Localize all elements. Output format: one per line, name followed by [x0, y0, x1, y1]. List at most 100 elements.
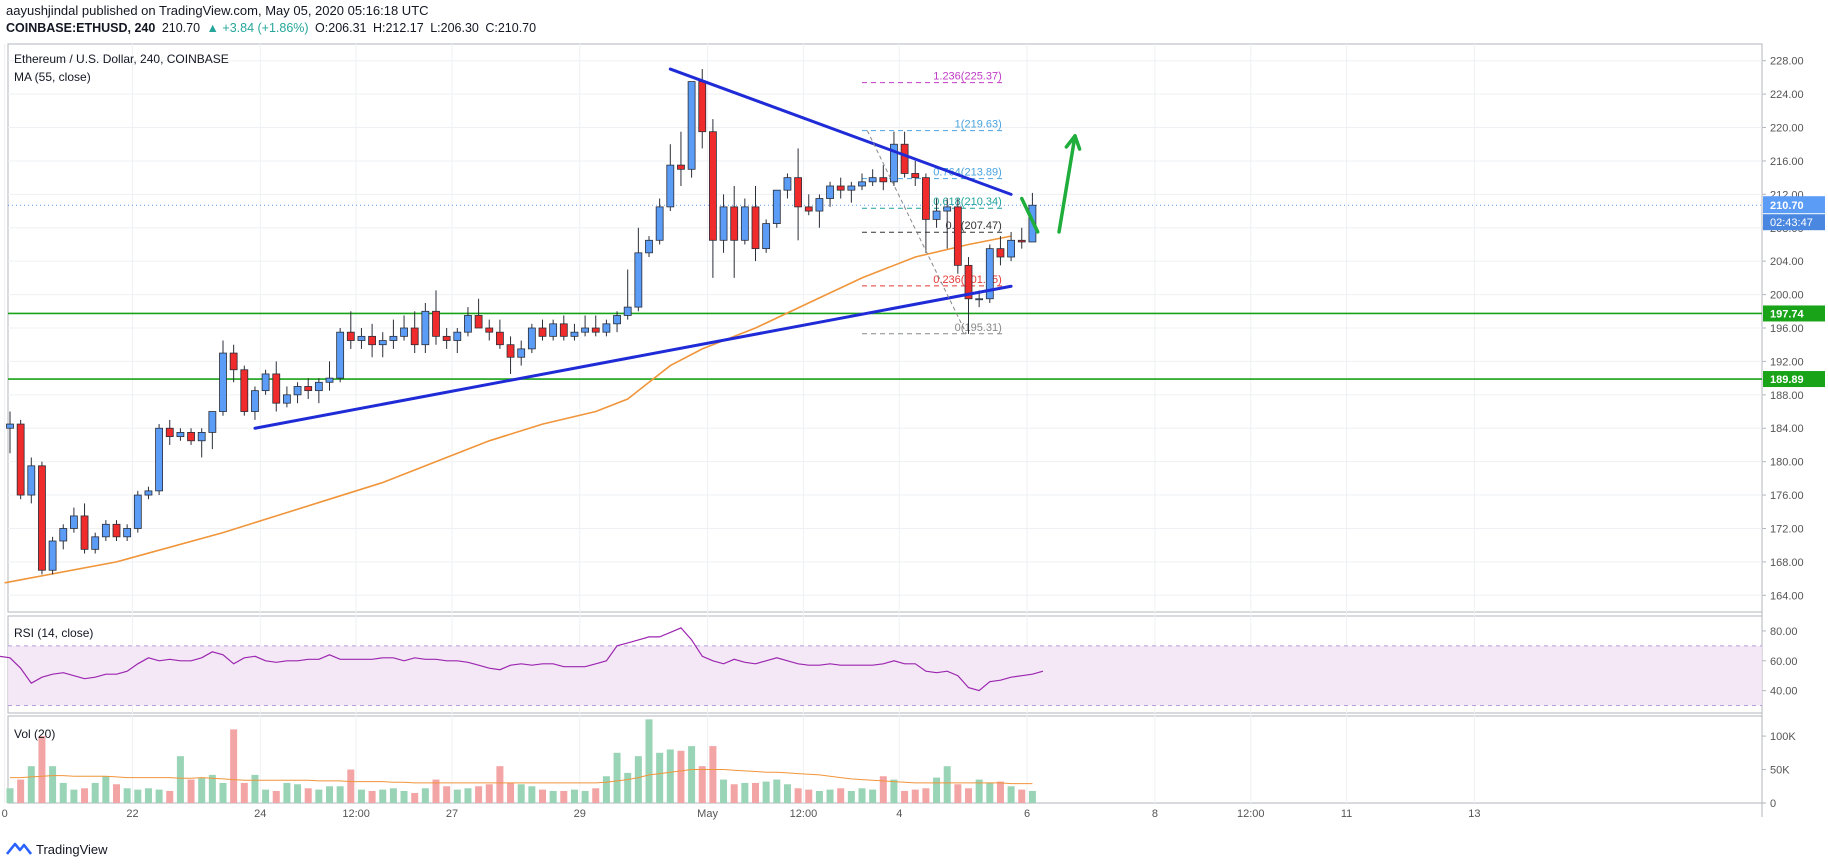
candle-body [922, 177, 930, 220]
rsi-legend[interactable]: RSI (14, close) [14, 626, 94, 640]
ma-55-line [4, 235, 1012, 584]
volume-bar [198, 777, 206, 803]
candle-body [91, 536, 100, 550]
time-tick-label: 12:00 [1237, 808, 1265, 820]
candle-body [677, 164, 685, 170]
candle [304, 378, 313, 399]
last-price-badge [1763, 196, 1825, 214]
volume-bar [869, 789, 877, 803]
candle [804, 194, 813, 216]
volume-bar [176, 756, 184, 803]
candle [783, 173, 792, 199]
rsi-tick-label: 80.00 [1770, 626, 1798, 638]
candle [6, 411, 14, 454]
volume-bar [602, 776, 610, 803]
candle [836, 177, 845, 199]
candle [677, 131, 685, 186]
volume-bar [634, 756, 642, 803]
candle-body [304, 386, 313, 392]
candle-body [836, 185, 845, 191]
candle-body [879, 177, 888, 183]
time-tick-label: 12:00 [342, 808, 370, 820]
candle-body [133, 494, 142, 529]
candle [346, 311, 355, 349]
volume-tick-label: 100K [1770, 731, 1796, 743]
candle [48, 536, 57, 575]
fib-label-0: 0(195.31) [955, 322, 1002, 334]
volume-bar [464, 788, 472, 803]
candle-body [772, 189, 781, 224]
time-tick-label: 24 [254, 808, 266, 820]
volume-bar [666, 749, 674, 803]
candle [176, 428, 185, 441]
price-tick-label: 172.00 [1770, 523, 1804, 535]
volume-pane [6, 719, 1036, 803]
candle [932, 198, 941, 228]
volume-bar [560, 790, 568, 803]
candle [655, 198, 664, 245]
candle [687, 81, 696, 178]
candle [730, 186, 739, 278]
candle [389, 319, 398, 349]
symbol-label[interactable]: COINBASE:ETHUSD, 240 [6, 21, 156, 35]
volume-bar [283, 782, 291, 803]
candle [144, 486, 153, 500]
volume-bar [59, 782, 67, 803]
volume-bar [485, 784, 493, 803]
volume-bar [815, 790, 823, 803]
change-value: ▲ +3.84 (+1.86%) [206, 21, 309, 35]
candle [570, 323, 579, 341]
candle-body [559, 323, 568, 337]
candle [858, 173, 866, 191]
tradingview-brand[interactable]: TradingView [6, 841, 111, 857]
volume-bar [272, 790, 280, 803]
candle-body [208, 411, 217, 433]
last-price-badge-label: 210.70 [1770, 200, 1804, 212]
volume-bar [155, 789, 163, 803]
candle-body [975, 298, 984, 301]
candle [101, 520, 110, 541]
candle-body [48, 540, 57, 571]
candle-body [826, 185, 834, 199]
volume-legend[interactable]: Vol (20) [14, 727, 56, 741]
volume-bar [517, 784, 525, 803]
candle [645, 236, 653, 257]
candle [261, 369, 270, 395]
candle-body [325, 377, 334, 383]
ascending-trendline [253, 284, 1013, 430]
candle-body [815, 198, 824, 212]
countdown-badge-label: 02:43:47 [1770, 217, 1813, 229]
last-price: 210.70 [161, 21, 201, 35]
volume-bar [70, 789, 78, 803]
candle [623, 269, 632, 320]
volume-bar [6, 788, 14, 803]
candle-body [634, 252, 643, 308]
candle [16, 419, 25, 500]
volume-bar [805, 789, 813, 803]
candle [442, 328, 451, 349]
candle-body [762, 223, 771, 250]
candle [453, 328, 462, 354]
candle [602, 319, 611, 337]
candle-body [6, 423, 14, 429]
candle-body [613, 315, 621, 325]
ma-legend[interactable]: MA (55, close) [14, 70, 91, 84]
price-tick-label: 168.00 [1770, 557, 1804, 569]
candle-body [953, 206, 962, 266]
volume-bar [911, 789, 919, 803]
volume-bar [794, 788, 802, 803]
publish-info: aayushjindal published on TradingView.co… [6, 3, 432, 18]
candle-body [868, 177, 877, 183]
volume-bar [954, 784, 962, 803]
candle-body [368, 335, 377, 346]
candle [996, 236, 1005, 266]
candle-body [432, 310, 440, 337]
candle [27, 457, 36, 504]
candle [155, 424, 164, 496]
chart-legend-title[interactable]: Ethereum / U.S. Dollar, 240, COINBASE [14, 52, 229, 66]
candle [400, 315, 408, 341]
candle-body [666, 164, 675, 208]
volume-bar [315, 789, 323, 803]
rsi-tick-label: 60.00 [1770, 656, 1798, 668]
